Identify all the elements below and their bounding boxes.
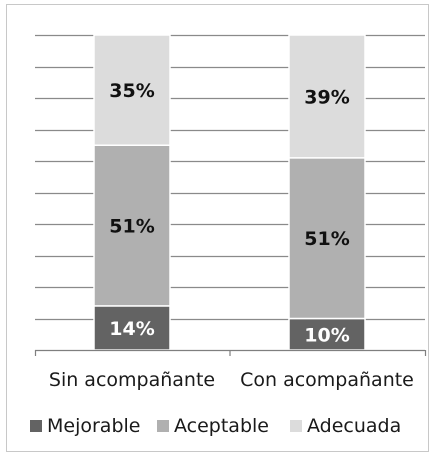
data-label: 51%: [109, 216, 154, 238]
legend: Mejorable Aceptable Adecuada: [30, 415, 401, 437]
legend-swatch: [30, 420, 42, 432]
bar-segment-adecuada: [288, 34, 366, 159]
legend-label: Mejorable: [47, 415, 140, 437]
bar-segment-mejorable: [288, 317, 366, 351]
category-labels: Sin acompañante Con acompañante: [49, 369, 414, 391]
bar-segment-aceptable: [288, 157, 366, 320]
bar-segment-aceptable: [93, 144, 171, 307]
category-label: Con acompañante: [240, 369, 414, 391]
legend-swatch: [290, 420, 302, 432]
legend-swatch: [157, 420, 169, 432]
category-label: Sin acompañante: [49, 369, 215, 391]
data-label: 35%: [109, 80, 154, 102]
data-label: 39%: [304, 86, 349, 108]
legend-label: Aceptable: [174, 415, 269, 437]
data-label: 10%: [304, 324, 349, 346]
data-label: 51%: [304, 228, 349, 250]
bar-segment-adecuada: [93, 34, 171, 146]
x-axis: [34, 349, 427, 356]
data-label: 14%: [109, 318, 154, 340]
bars: 14% 51% 35% 10% 51% 39%: [93, 34, 366, 351]
legend-label: Adecuada: [307, 415, 401, 437]
